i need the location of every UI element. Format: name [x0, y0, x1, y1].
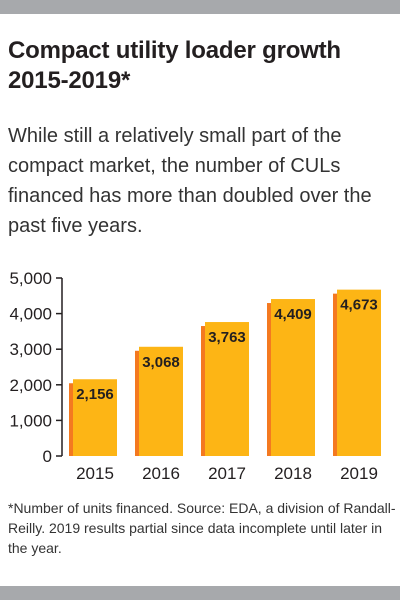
bar-data-label: 3,068	[142, 354, 180, 371]
y-tick-label: 1,000	[9, 411, 52, 430]
bar-side	[267, 303, 271, 456]
y-tick-label: 4,000	[9, 305, 52, 324]
bar	[271, 299, 315, 456]
x-tick-label: 2017	[208, 464, 246, 483]
bar-side	[135, 350, 139, 456]
x-tick-label: 2019	[340, 464, 378, 483]
bar	[139, 346, 183, 456]
x-tick-label: 2015	[76, 464, 114, 483]
bar	[205, 322, 249, 456]
bar-side	[201, 326, 205, 456]
top-rule	[0, 0, 400, 14]
bars: 2,156 3,068 3,763 4,409 4,673	[69, 289, 381, 456]
bar-chart: 0 1,000 2,000 3,000 4,000 5,000 2,156 3,068 3,7…	[9, 269, 381, 483]
bottom-rule	[0, 586, 400, 600]
bar-data-label: 3,763	[208, 329, 246, 346]
bar-data-label: 4,409	[274, 306, 312, 323]
bar	[337, 289, 381, 456]
footnote: *Number of units financed. Source: EDA, …	[8, 500, 396, 556]
y-tick-label: 5,000	[9, 269, 52, 288]
y-tick-label: 2,000	[9, 376, 52, 395]
x-tick-label: 2016	[142, 464, 180, 483]
bar-data-label: 4,673	[340, 297, 378, 314]
bar	[73, 379, 117, 456]
bar-data-label: 2,156	[76, 386, 114, 403]
y-axis: 0 1,000 2,000 3,000 4,000 5,000	[9, 269, 63, 466]
chart-subtitle: While still a relatively small part of t…	[8, 125, 372, 237]
bar-side	[69, 383, 73, 456]
x-tick-label: 2018	[274, 464, 312, 483]
y-tick-label: 0	[43, 447, 52, 466]
y-tick-label: 3,000	[9, 340, 52, 359]
bar-side	[333, 293, 337, 456]
x-axis: 2015 2016 2017 2018 2019	[76, 464, 378, 483]
chart-title: Compact utility loader growth 2015-2019*	[8, 37, 341, 94]
